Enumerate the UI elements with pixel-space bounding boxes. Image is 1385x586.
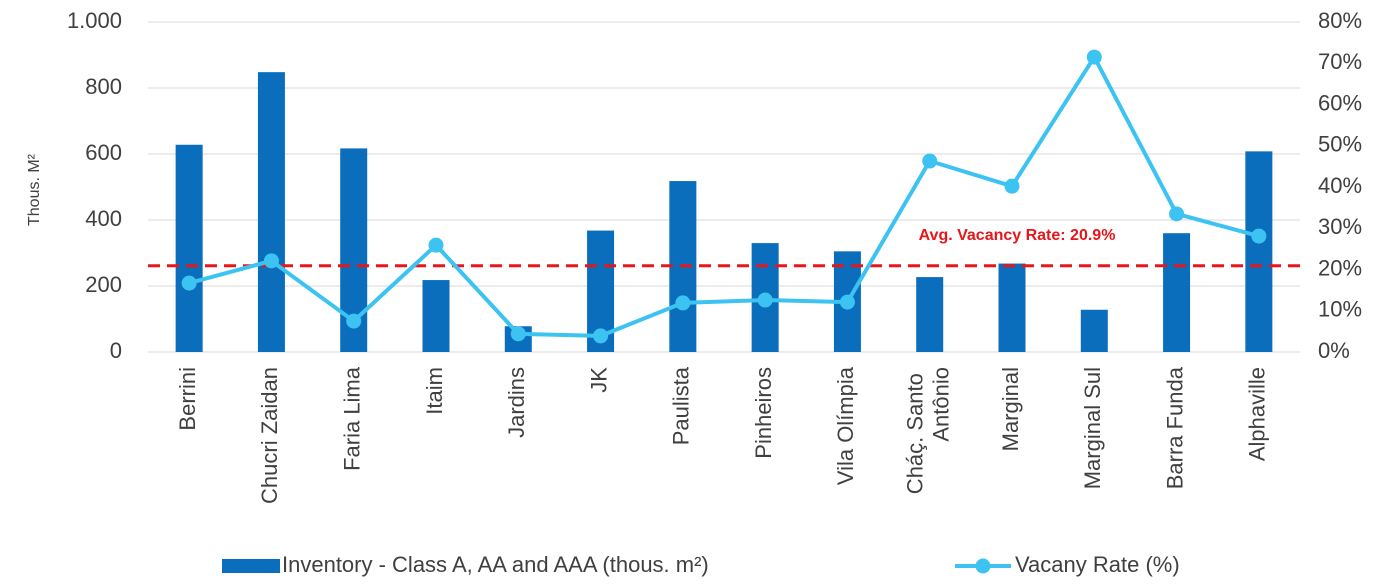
y-tick-label: 600: [85, 140, 122, 165]
x-tick-label: Jardins: [504, 367, 529, 438]
y-tick-label: 0: [110, 338, 122, 363]
legend-swatch: [222, 559, 280, 573]
bar: [175, 144, 203, 352]
y2-tick-label: 50%: [1318, 132, 1362, 157]
x-tick-label: Marginal: [998, 367, 1023, 451]
bar: [422, 280, 450, 352]
x-tick-label: Itaim: [422, 367, 447, 415]
y2-tick-label: 60%: [1318, 90, 1362, 115]
bar: [1245, 151, 1273, 352]
x-tick-label: Faria Lima: [340, 366, 365, 471]
line-point: [346, 313, 362, 329]
y-axis-label: Thous. M²: [26, 153, 43, 226]
y2-tick-label: 20%: [1318, 255, 1362, 280]
x-tick-label: Paulista: [669, 366, 694, 445]
y2-tick-label: 10%: [1318, 297, 1362, 322]
line-point: [510, 326, 526, 342]
x-tick-label-line: Cháç. Santo: [903, 367, 928, 494]
bar: [998, 263, 1026, 352]
x-tick-label: Cháç. Santo Antônio: [903, 367, 954, 494]
x-tick-label: Pinheiros: [751, 367, 776, 459]
x-tick-label: Alphaville: [1245, 367, 1270, 461]
line-point: [922, 153, 938, 169]
y-tick-label: 800: [85, 74, 122, 99]
y2-tick-label: 30%: [1318, 214, 1362, 239]
line-point: [1251, 228, 1267, 244]
line-point: [1004, 178, 1020, 194]
x-tick-label: Vila Olímpia: [833, 366, 858, 485]
bar: [257, 72, 285, 352]
bar: [1163, 233, 1191, 352]
bar: [1080, 309, 1108, 352]
line-point: [428, 237, 444, 253]
y-tick-label: 200: [85, 272, 122, 297]
legend-label: Inventory - Class A, AA and AAA (thous. …: [282, 552, 709, 577]
line-point: [1086, 49, 1102, 65]
y2-tick-label: 40%: [1318, 173, 1362, 198]
x-tick-label: Berrini: [175, 367, 200, 431]
line-point: [1169, 206, 1185, 222]
line-point: [181, 275, 197, 291]
line-point: [675, 295, 691, 311]
x-tick-label: Chucri Zaidan: [257, 367, 282, 504]
y2-tick-label: 0%: [1318, 338, 1350, 363]
line-point: [263, 253, 279, 269]
line-point: [757, 292, 773, 308]
x-tick-label: Marginal Sul: [1080, 367, 1105, 489]
y-tick-label: 400: [85, 206, 122, 231]
y-tick-label: 1.000: [67, 8, 122, 33]
x-tick-label: JK: [586, 367, 611, 393]
legend-label: Vacany Rate (%): [1015, 552, 1180, 577]
line-point: [839, 294, 855, 310]
line: [188, 55, 1260, 338]
bar: [916, 277, 944, 352]
x-tick-label-line: Antônio: [929, 367, 954, 442]
x-tick-label: Barra Funda: [1162, 366, 1187, 489]
y2-tick-label: 80%: [1318, 8, 1362, 33]
legend-swatch-point: [975, 558, 991, 574]
avg-label: Avg. Vacancy Rate: 20.9%: [919, 227, 1116, 244]
line-point: [593, 328, 609, 344]
y2-tick-label: 70%: [1318, 49, 1362, 74]
